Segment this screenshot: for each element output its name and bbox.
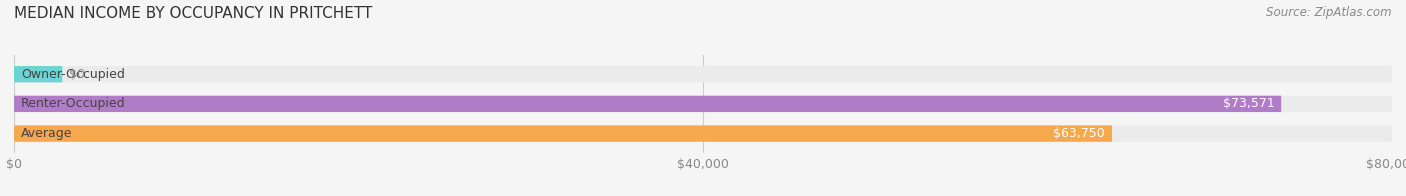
FancyBboxPatch shape	[14, 66, 1392, 82]
FancyBboxPatch shape	[14, 66, 62, 82]
FancyBboxPatch shape	[14, 125, 1392, 142]
Text: Source: ZipAtlas.com: Source: ZipAtlas.com	[1267, 6, 1392, 19]
Text: $63,750: $63,750	[1053, 127, 1105, 140]
Text: $0: $0	[69, 68, 86, 81]
Text: Owner-Occupied: Owner-Occupied	[21, 68, 125, 81]
FancyBboxPatch shape	[14, 96, 1392, 112]
Text: $73,571: $73,571	[1223, 97, 1274, 110]
Text: MEDIAN INCOME BY OCCUPANCY IN PRITCHETT: MEDIAN INCOME BY OCCUPANCY IN PRITCHETT	[14, 6, 373, 21]
FancyBboxPatch shape	[14, 96, 1281, 112]
Text: Renter-Occupied: Renter-Occupied	[21, 97, 125, 110]
Text: Average: Average	[21, 127, 73, 140]
FancyBboxPatch shape	[14, 125, 1112, 142]
